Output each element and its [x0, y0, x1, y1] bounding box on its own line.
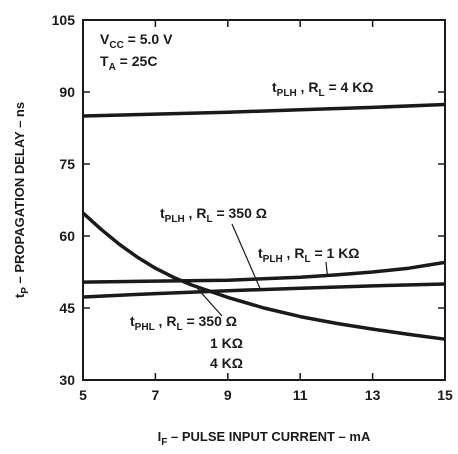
series-label-extra: 1 KΩ — [210, 335, 243, 351]
series-line-2 — [82, 282, 446, 299]
series-label-3: tPHL , RL = 350 Ω — [130, 313, 237, 333]
series-line-0 — [82, 102, 446, 118]
x-tick-label: 7 — [152, 387, 160, 403]
label-leader-line — [231, 223, 261, 290]
label-background — [254, 244, 374, 264]
x-tick-label: 11 — [293, 387, 308, 403]
series-label-0: tPLH , RL = 4 KΩ — [272, 79, 374, 99]
label-leader-line — [325, 261, 328, 275]
x-axis-title: IF – PULSE INPUT CURRENT – mA — [158, 429, 371, 448]
x-tick-label: 9 — [224, 387, 232, 403]
label-background — [266, 80, 392, 100]
y-tick-label: 60 — [59, 228, 75, 244]
plot-frame — [82, 19, 446, 381]
series-label-2: tPLH , RL = 350 Ω — [160, 205, 267, 225]
condition-text: VCC = 5.0 V — [100, 31, 173, 51]
y-tick-label: 75 — [59, 156, 75, 172]
series-label-1: tPLH , RL = 1 KΩ — [258, 245, 360, 265]
x-tick-label: 13 — [365, 387, 381, 403]
label-background — [126, 312, 256, 332]
condition-text: TA = 25C — [100, 53, 157, 73]
y-axis-title: tP – PROPAGATION DELAY – ns — [12, 102, 31, 298]
series-label-extra: 4 KΩ — [210, 355, 243, 371]
y-tick-label: 90 — [59, 84, 75, 100]
label-background — [156, 204, 288, 224]
y-tick-label: 30 — [59, 372, 75, 388]
x-tick-label: 15 — [437, 387, 453, 403]
y-tick-label: 45 — [59, 300, 75, 316]
label-leader-line — [194, 285, 223, 317]
series-line-1 — [82, 260, 446, 284]
series-line-3 — [81, 211, 446, 341]
x-tick-label: 5 — [79, 387, 87, 403]
y-tick-label: 105 — [52, 12, 76, 28]
